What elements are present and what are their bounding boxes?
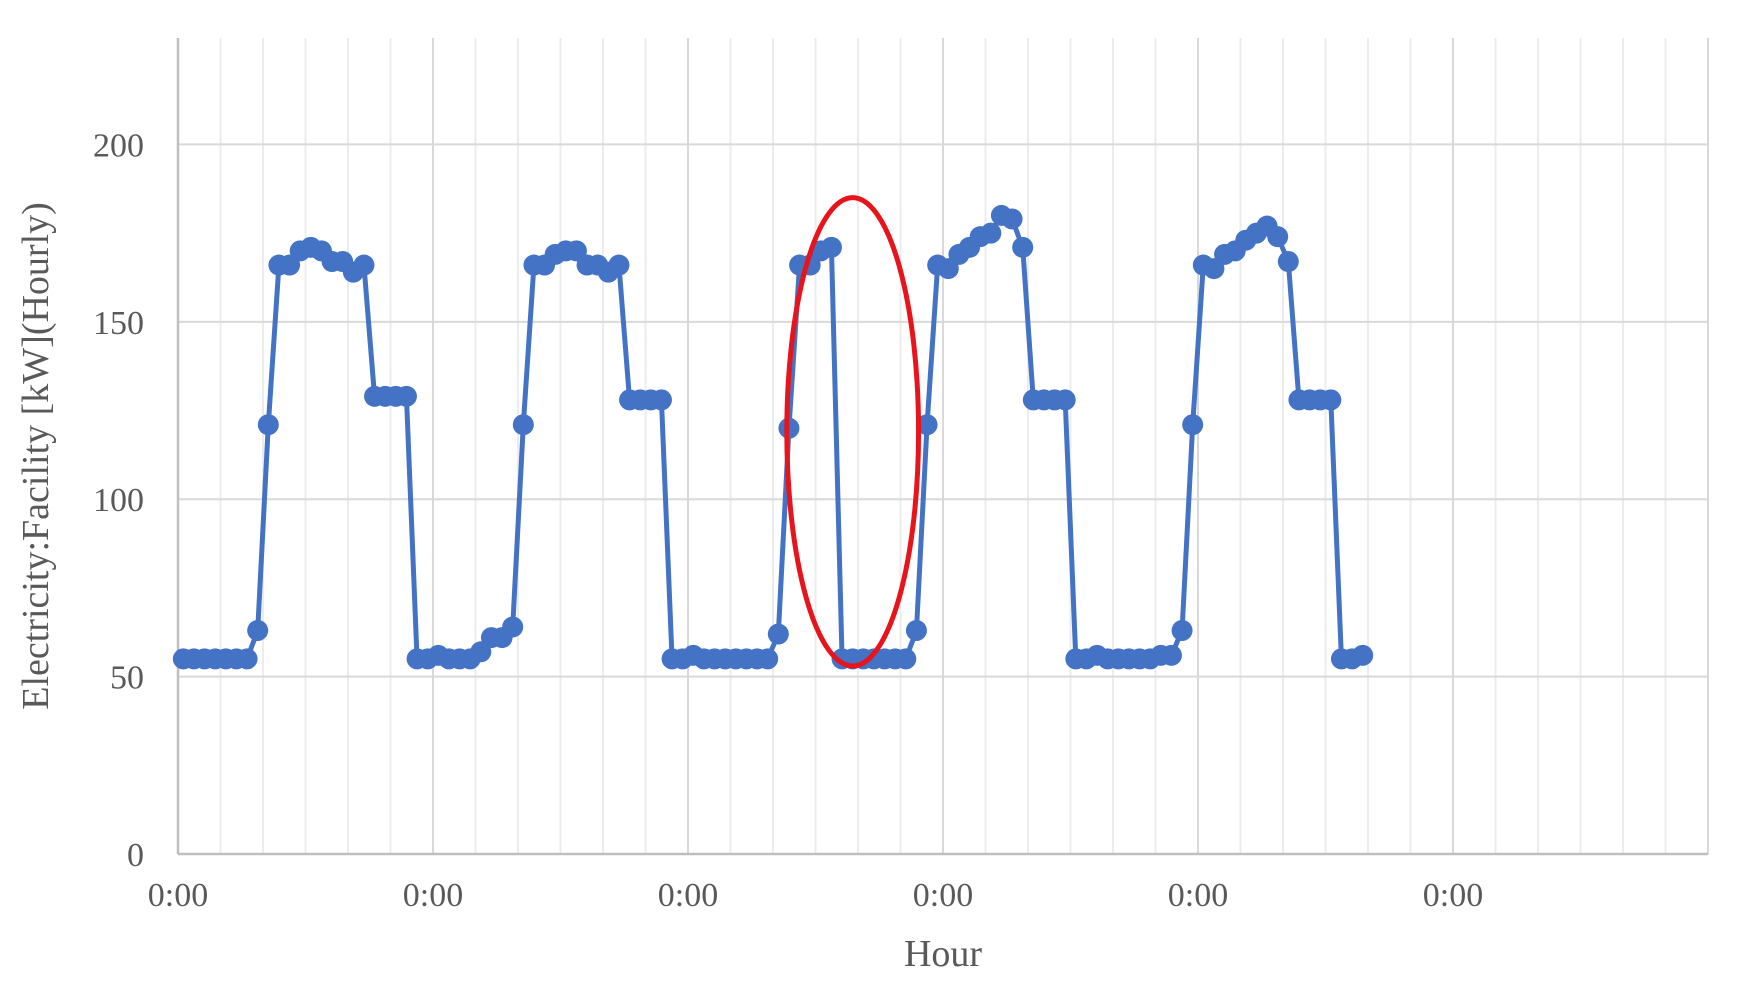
x-tick-label: 0:00 <box>1423 877 1483 914</box>
data-point <box>1012 236 1034 258</box>
series-points <box>172 204 1374 670</box>
data-point <box>895 648 917 670</box>
y-axis-title: Electricity:Facility [kW](Hourly) <box>15 202 57 710</box>
x-tick-label: 0:00 <box>148 877 208 914</box>
data-point <box>608 254 630 276</box>
data-point <box>1160 644 1182 666</box>
data-point <box>1267 226 1289 248</box>
x-axis-title: Hour <box>904 933 982 975</box>
data-point <box>905 619 927 641</box>
data-point <box>916 414 938 436</box>
data-point <box>512 414 534 436</box>
data-point <box>980 222 1002 244</box>
data-point <box>1001 208 1023 230</box>
x-tick-labels: 0:00 0:00 0:00 0:00 0:00 0:00 <box>148 877 1483 914</box>
data-point <box>395 385 417 407</box>
annotations <box>784 195 922 669</box>
data-point <box>236 648 258 670</box>
data-point <box>1182 414 1204 436</box>
x-tick-label: 0:00 <box>658 877 718 914</box>
y-tick-label: 200 <box>93 127 144 164</box>
x-tick-label: 0:00 <box>913 877 973 914</box>
data-point <box>257 414 279 436</box>
y-tick-label: 50 <box>110 660 144 697</box>
x-tick-label: 0:00 <box>403 877 463 914</box>
data-point <box>1320 389 1342 411</box>
data-point <box>1171 619 1193 641</box>
minor-gridlines <box>219 38 1667 854</box>
y-tick-label: 100 <box>93 482 144 519</box>
data-point <box>820 236 842 258</box>
y-tick-labels: 0 50 100 150 200 <box>93 127 144 874</box>
data-point <box>757 648 779 670</box>
y-tick-label: 150 <box>93 305 144 342</box>
data-point <box>650 389 672 411</box>
data-point <box>1054 389 1076 411</box>
data-point <box>767 623 789 645</box>
y-tick-label: 0 <box>127 837 144 874</box>
data-point <box>502 616 524 638</box>
highlight-ellipse <box>784 195 922 669</box>
data-point <box>1352 644 1374 666</box>
data-point <box>1277 251 1299 273</box>
x-tick-label: 0:00 <box>1168 877 1228 914</box>
data-point <box>353 254 375 276</box>
axes <box>176 38 1708 856</box>
major-gridlines <box>178 38 1709 854</box>
data-point <box>247 619 269 641</box>
